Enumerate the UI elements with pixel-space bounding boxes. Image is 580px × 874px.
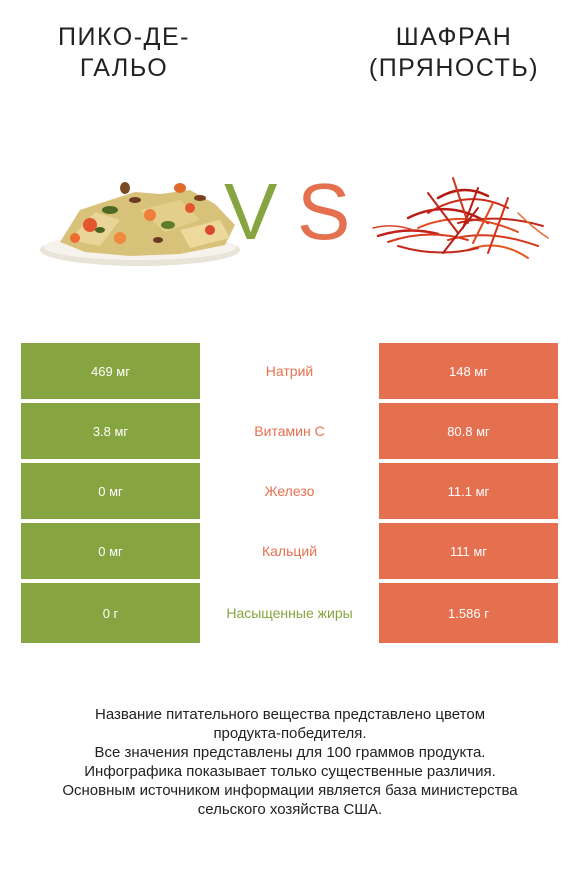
table-row: 0 мг Железо 11.1 мг [21,463,558,519]
nutrient-name: Витамин C [254,423,325,439]
right-value: 1.586 г [379,583,558,643]
footer-line: продукта-победителя. [213,725,367,742]
right-food-title-line1: Шафран [395,23,513,51]
right-value: 111 мг [379,523,558,579]
right-value: 148 мг [379,343,558,399]
comparison-table: 469 мг Натрий 148 мг 3.8 мг Витамин C 80… [21,343,558,647]
left-value: 0 мг [21,523,200,579]
nutrient-name: Насыщенные жиры [226,605,353,621]
vs-letter-v: V [224,167,278,256]
left-food-title-line1: Пико-де- [58,23,190,51]
right-food-title: Шафран (пряность) [344,22,564,84]
table-row: 0 г Насыщенные жиры 1.586 г [21,583,558,643]
table-row: 3.8 мг Витамин C 80.8 мг [21,403,558,459]
left-value: 3.8 мг [21,403,200,459]
footer-note: Название питательного вещества представл… [20,705,560,819]
table-row: 469 мг Натрий 148 мг [21,343,558,399]
right-food-title-line2: (пряность) [368,54,540,82]
nutrient-name: Железо [264,483,315,499]
nutrient-name: Кальций [261,543,318,559]
left-food-title: Пико-де- гальо [14,22,234,84]
footer-line: Все значения представлены для 100 граммо… [94,744,486,761]
footer-line: Инфографика показывает только существенн… [84,763,496,780]
right-value: 11.1 мг [379,463,558,519]
left-value: 0 мг [21,463,200,519]
pico-de-gallo-image [40,182,240,266]
footer-line: Название питательного вещества представл… [94,706,486,723]
vs-letter-s: S [297,167,351,256]
left-value: 0 г [21,583,200,643]
table-row: 0 мг Кальций 111 мг [21,523,558,579]
left-value: 469 мг [21,343,200,399]
right-value: 80.8 мг [379,403,558,459]
left-food-title-line2: гальо [79,54,169,82]
footer-line: Основным источником информации является … [62,782,518,799]
nutrient-name: Натрий [265,363,314,379]
saffron-image [372,177,549,259]
footer-line: сельского хозяйства США. [197,801,383,818]
